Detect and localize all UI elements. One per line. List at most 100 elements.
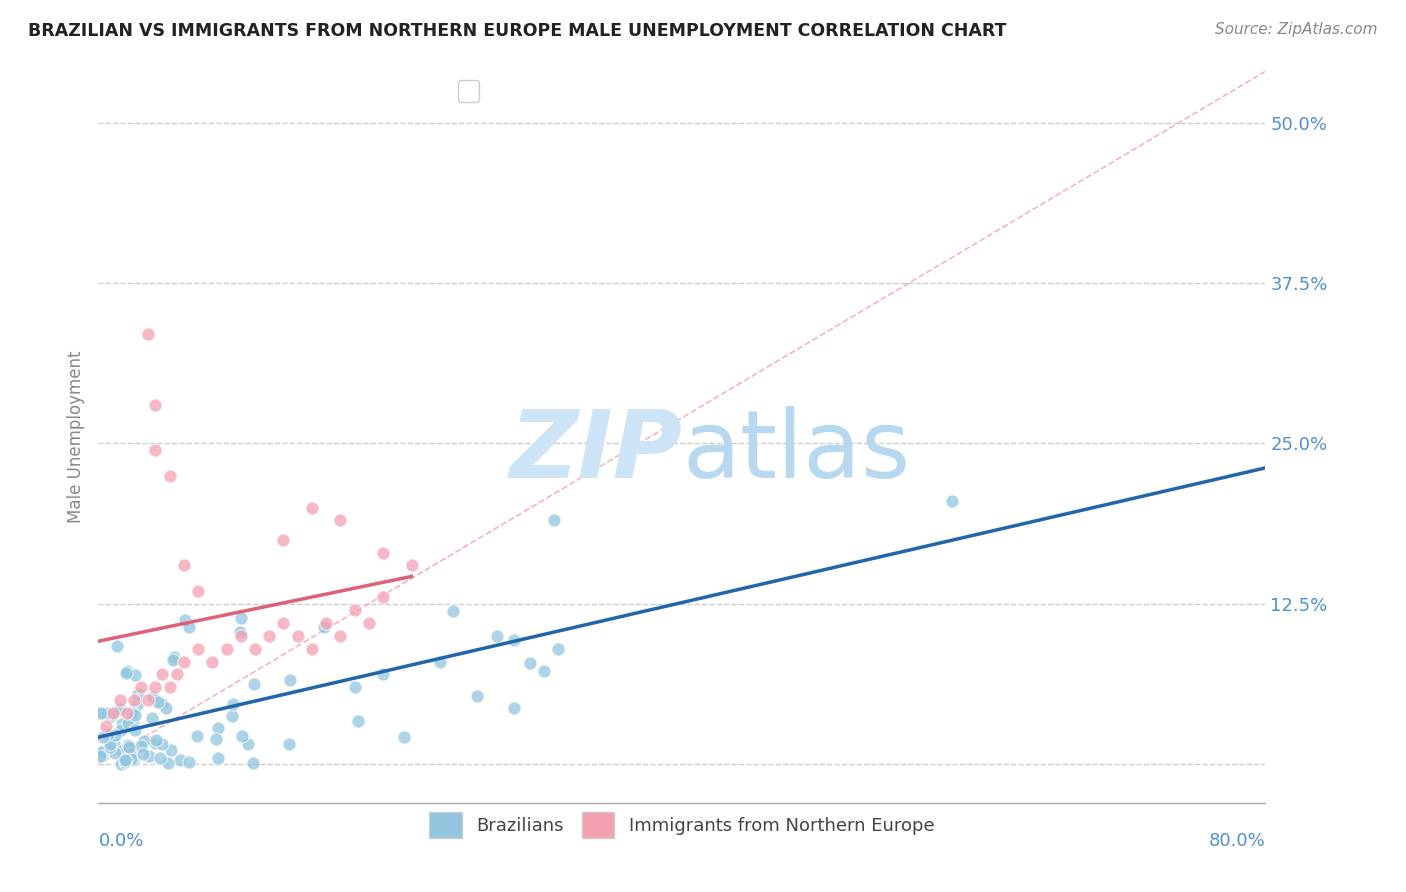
Point xyxy=(122,753,145,767)
Point xyxy=(94,706,117,720)
Point xyxy=(301,641,323,656)
Point xyxy=(134,733,156,747)
Point xyxy=(343,681,366,695)
Point xyxy=(105,639,128,653)
Point xyxy=(136,693,159,707)
Point xyxy=(115,753,138,767)
Point xyxy=(114,756,136,770)
Point xyxy=(98,737,121,751)
Text: BRAZILIAN VS IMMIGRANTS FROM NORTHERN EUROPE MALE UNEMPLOYMENT CORRELATION CHART: BRAZILIAN VS IMMIGRANTS FROM NORTHERN EU… xyxy=(28,22,1007,40)
Point xyxy=(108,702,131,716)
Point xyxy=(429,655,451,669)
Point xyxy=(91,730,114,744)
Point xyxy=(186,729,208,743)
Point xyxy=(236,738,259,752)
Point xyxy=(124,723,146,737)
Point xyxy=(187,641,209,656)
Point xyxy=(543,514,565,528)
Point xyxy=(141,711,163,725)
Point xyxy=(207,721,229,735)
Point xyxy=(150,737,173,751)
Point xyxy=(163,649,186,664)
Point xyxy=(115,706,138,720)
Point xyxy=(166,667,188,681)
Point xyxy=(143,398,166,412)
Point xyxy=(242,756,264,771)
Point xyxy=(132,747,155,761)
Point xyxy=(142,690,165,705)
Point xyxy=(129,739,152,754)
Point xyxy=(91,748,114,763)
Point xyxy=(104,746,127,760)
Point xyxy=(243,677,266,691)
Point xyxy=(90,706,112,721)
Point xyxy=(273,533,295,547)
Point xyxy=(143,442,166,457)
Point xyxy=(152,697,174,711)
Point xyxy=(177,620,200,634)
Point xyxy=(243,641,266,656)
Point xyxy=(117,715,139,730)
Point xyxy=(207,751,229,765)
Point xyxy=(90,745,112,759)
Point xyxy=(205,732,228,747)
Point xyxy=(114,666,136,681)
Point xyxy=(177,755,200,769)
Point xyxy=(121,706,143,721)
Point xyxy=(503,700,526,714)
Point xyxy=(110,723,132,737)
Text: 0.0%: 0.0% xyxy=(98,832,143,850)
Point xyxy=(149,751,172,765)
Point xyxy=(347,714,370,729)
Point xyxy=(117,738,139,752)
Point xyxy=(485,629,508,643)
Point xyxy=(343,603,366,617)
Point xyxy=(136,327,159,342)
Point xyxy=(89,749,111,764)
Point xyxy=(312,620,335,634)
Point xyxy=(129,681,152,695)
Y-axis label: Male Unemployment: Male Unemployment xyxy=(66,351,84,524)
Point xyxy=(159,681,181,695)
Point xyxy=(503,632,526,647)
Point xyxy=(124,708,146,723)
Point xyxy=(533,665,555,679)
Point xyxy=(152,667,174,681)
Legend: Brazilians, Immigrants from Northern Europe: Brazilians, Immigrants from Northern Eur… xyxy=(422,805,942,845)
Point xyxy=(169,753,191,767)
Point xyxy=(315,616,337,631)
Point xyxy=(122,714,145,728)
Point xyxy=(173,558,195,573)
Point xyxy=(277,737,299,751)
Point xyxy=(162,653,184,667)
Point xyxy=(103,728,125,742)
Point xyxy=(100,709,122,723)
Point xyxy=(231,729,253,743)
Point xyxy=(443,604,465,618)
Point xyxy=(159,468,181,483)
Point xyxy=(401,558,423,573)
Point xyxy=(187,584,209,599)
Point xyxy=(201,655,224,669)
Text: Source: ZipAtlas.com: Source: ZipAtlas.com xyxy=(1215,22,1378,37)
Point xyxy=(329,629,352,643)
Point xyxy=(173,613,195,627)
Point xyxy=(91,746,114,760)
Point xyxy=(231,611,253,625)
Point xyxy=(215,641,238,656)
Point xyxy=(222,697,245,711)
Point xyxy=(110,757,132,772)
Point xyxy=(394,731,416,745)
Point xyxy=(143,736,166,750)
Point xyxy=(118,747,141,761)
Point xyxy=(108,693,131,707)
Point xyxy=(257,629,280,643)
Point xyxy=(115,664,138,678)
Point xyxy=(357,616,380,631)
Point xyxy=(229,625,252,640)
Point xyxy=(145,732,167,747)
Point xyxy=(103,737,125,751)
Point xyxy=(229,629,252,643)
Point xyxy=(278,673,301,687)
Point xyxy=(160,743,183,757)
